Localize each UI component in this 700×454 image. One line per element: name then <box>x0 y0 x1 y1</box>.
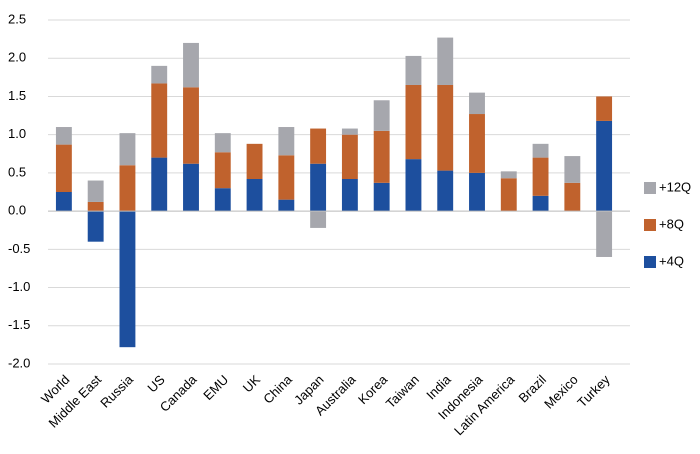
bar-segment <box>55 192 72 212</box>
bar-segment <box>596 96 613 121</box>
bar-segment <box>405 84 422 160</box>
bar-segment <box>87 201 104 212</box>
bar-segment <box>278 199 295 212</box>
bar-segment <box>246 143 263 180</box>
bar-segment <box>341 179 358 212</box>
y-tick-label: -1.5 <box>8 317 30 332</box>
bar-segment <box>278 127 295 156</box>
bar-segment <box>310 211 327 228</box>
bar-segment <box>341 134 358 180</box>
x-tick-label: US <box>144 372 168 396</box>
bar-segment <box>405 159 422 212</box>
bar-segment <box>214 152 231 189</box>
y-tick-label: -2.0 <box>8 355 30 370</box>
legend-label: +12Q <box>659 179 691 194</box>
x-tick-label: Russia <box>97 371 136 410</box>
bar-segment <box>373 100 390 131</box>
bar-segment <box>183 87 199 164</box>
y-tick-label: 1.0 <box>8 126 26 141</box>
bar-segment <box>532 157 549 196</box>
x-tick-label: Canada <box>157 371 200 414</box>
bar-segment <box>405 55 422 85</box>
bar-segment <box>437 37 454 85</box>
bar-segment <box>437 84 454 171</box>
y-tick-label: -0.5 <box>8 241 30 256</box>
bar-segment <box>437 170 454 212</box>
bar-segment <box>341 128 358 135</box>
legend-label: +8Q <box>659 216 684 231</box>
bar-segment <box>596 120 613 212</box>
bar-segment <box>183 163 199 212</box>
bar-segment <box>500 178 517 212</box>
x-tick-label: EMU <box>200 372 231 403</box>
x-tick-label: Turkey <box>574 372 613 411</box>
bar-segment <box>500 171 517 179</box>
bar-segment <box>119 133 136 166</box>
legend-label: +4Q <box>659 253 684 268</box>
bar-segment <box>278 155 295 200</box>
bar-segment <box>87 180 104 202</box>
legend-swatch <box>644 256 656 268</box>
x-tick-label: Mexico <box>541 372 581 412</box>
bar-segment <box>183 42 199 88</box>
bar-segment <box>55 127 72 145</box>
y-tick-label: 1.5 <box>8 88 26 103</box>
y-tick-label: 0.5 <box>8 164 26 179</box>
bar-segment <box>310 163 327 212</box>
bar-segment <box>151 157 168 212</box>
bar-segment <box>469 92 485 115</box>
x-tick-label: UK <box>240 372 264 396</box>
x-tick-label: Taiwan <box>383 372 422 411</box>
x-tick-label: China <box>260 371 295 406</box>
y-tick-label: 2.0 <box>8 50 26 65</box>
bar-segment <box>469 172 485 212</box>
y-tick-label: -1.0 <box>8 279 30 294</box>
bar-segment <box>532 143 549 158</box>
bar-segment <box>373 130 390 183</box>
legend-swatch <box>644 182 656 194</box>
bar-segment <box>596 211 613 257</box>
bar-segment <box>214 188 231 212</box>
bar-segment <box>469 114 485 173</box>
y-tick-label: 2.5 <box>8 11 26 26</box>
bar-segment <box>310 128 327 164</box>
y-tick-label: 0.0 <box>8 203 26 218</box>
bar-segment <box>87 211 104 242</box>
bar-segment <box>246 179 263 212</box>
legend-swatch <box>644 219 656 231</box>
bar-segment <box>564 156 581 183</box>
bar-segment <box>532 195 549 212</box>
bar-segment <box>55 144 72 192</box>
bar-segment <box>214 133 231 153</box>
bar-segment <box>373 182 390 212</box>
bar-segment <box>151 65 168 84</box>
bar-segment <box>151 83 168 158</box>
bar-segment <box>119 165 136 212</box>
bar-segment <box>119 211 136 348</box>
bar-segment <box>564 182 581 212</box>
